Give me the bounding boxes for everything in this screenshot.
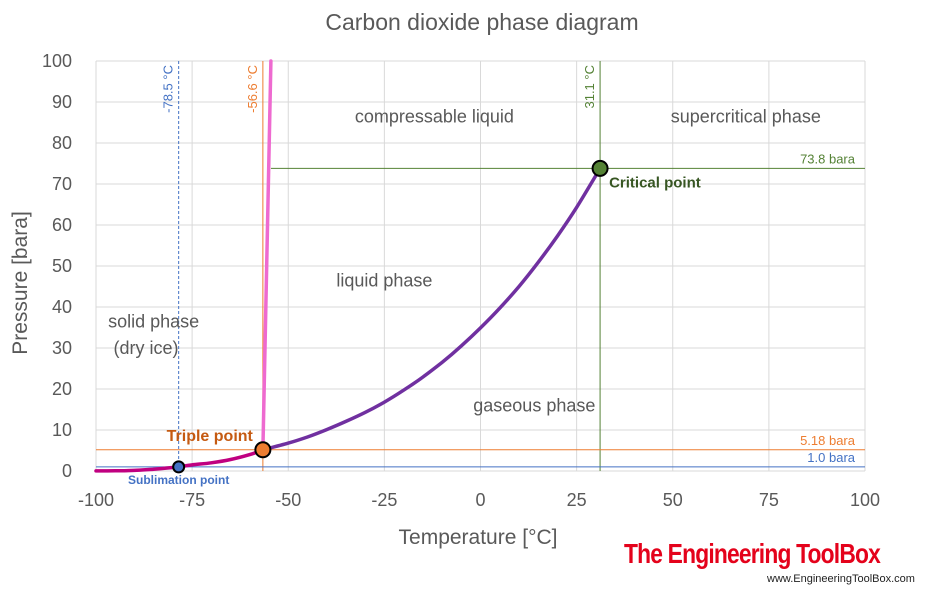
- vertical-reference-label: 31.1 °C: [582, 65, 597, 109]
- y-tick-label: 0: [62, 461, 72, 481]
- region-label: solid phase: [108, 312, 199, 332]
- critical-point-label: Critical point: [609, 174, 701, 191]
- horizontal-reference-label: 1.0 bara: [807, 450, 855, 465]
- chart-title: Carbon dioxide phase diagram: [325, 9, 638, 35]
- sublimation-point-marker: [172, 460, 186, 474]
- y-axis-label: Pressure [bara]: [9, 211, 32, 355]
- logo-text: The Engineering ToolBox: [624, 538, 881, 569]
- y-tick-label: 40: [52, 297, 72, 317]
- grid-lines: [95, 60, 866, 472]
- x-axis-label: Temperature [°C]: [399, 526, 558, 549]
- engineering-toolbox-logo: The Engineering ToolBox www.EngineeringT…: [624, 538, 915, 585]
- x-tick-label: -50: [275, 490, 301, 510]
- y-tick-label: 50: [52, 256, 72, 276]
- melting-curve: [261, 59, 273, 452]
- y-tick-label: 20: [52, 379, 72, 399]
- critical-point-marker: [591, 159, 609, 177]
- logo-url: www.EngineeringToolBox.com: [766, 573, 915, 585]
- x-tick-label: 25: [567, 490, 587, 510]
- vaporization-curve: [261, 166, 602, 452]
- marked-points: [172, 159, 609, 474]
- chart-text: 0 10 20 30 40 50 60 70 80 90 100 -100 -75 -50 -25 0 25 50…: [42, 51, 880, 510]
- y-tick-label: 100: [42, 51, 72, 71]
- horizontal-reference-label: 73.8 bara: [800, 151, 856, 166]
- x-tick-label: -75: [179, 490, 205, 510]
- horizontal-reference-label: 5.18 bara: [800, 433, 856, 448]
- region-label: compressable liquid: [355, 107, 514, 127]
- region-label: liquid phase: [336, 271, 432, 291]
- triple-point-marker: [254, 441, 272, 459]
- x-tick-label: -100: [78, 490, 114, 510]
- region-label: gaseous phase: [473, 396, 595, 416]
- x-tick-label: 100: [850, 490, 880, 510]
- x-tick-label: 0: [475, 490, 485, 510]
- x-tick-label: -25: [371, 490, 397, 510]
- vertical-reference-label: -78.5 °C: [161, 65, 176, 113]
- sublimation-point-label: Sublimation point: [128, 473, 229, 487]
- x-tick-label: 75: [759, 490, 779, 510]
- vertical-reference-label: -56.6 °C: [245, 65, 260, 113]
- y-tick-label: 90: [52, 92, 72, 112]
- y-tick-label: 70: [52, 174, 72, 194]
- y-tick-label: 80: [52, 133, 72, 153]
- y-tick-label: 60: [52, 215, 72, 235]
- y-tick-label: 10: [52, 420, 72, 440]
- x-tick-label: 50: [663, 490, 683, 510]
- triple-point-label: Triple point: [167, 428, 254, 445]
- y-tick-label: 30: [52, 338, 72, 358]
- region-label: supercritical phase: [671, 107, 821, 127]
- region-label: (dry ice): [113, 338, 178, 358]
